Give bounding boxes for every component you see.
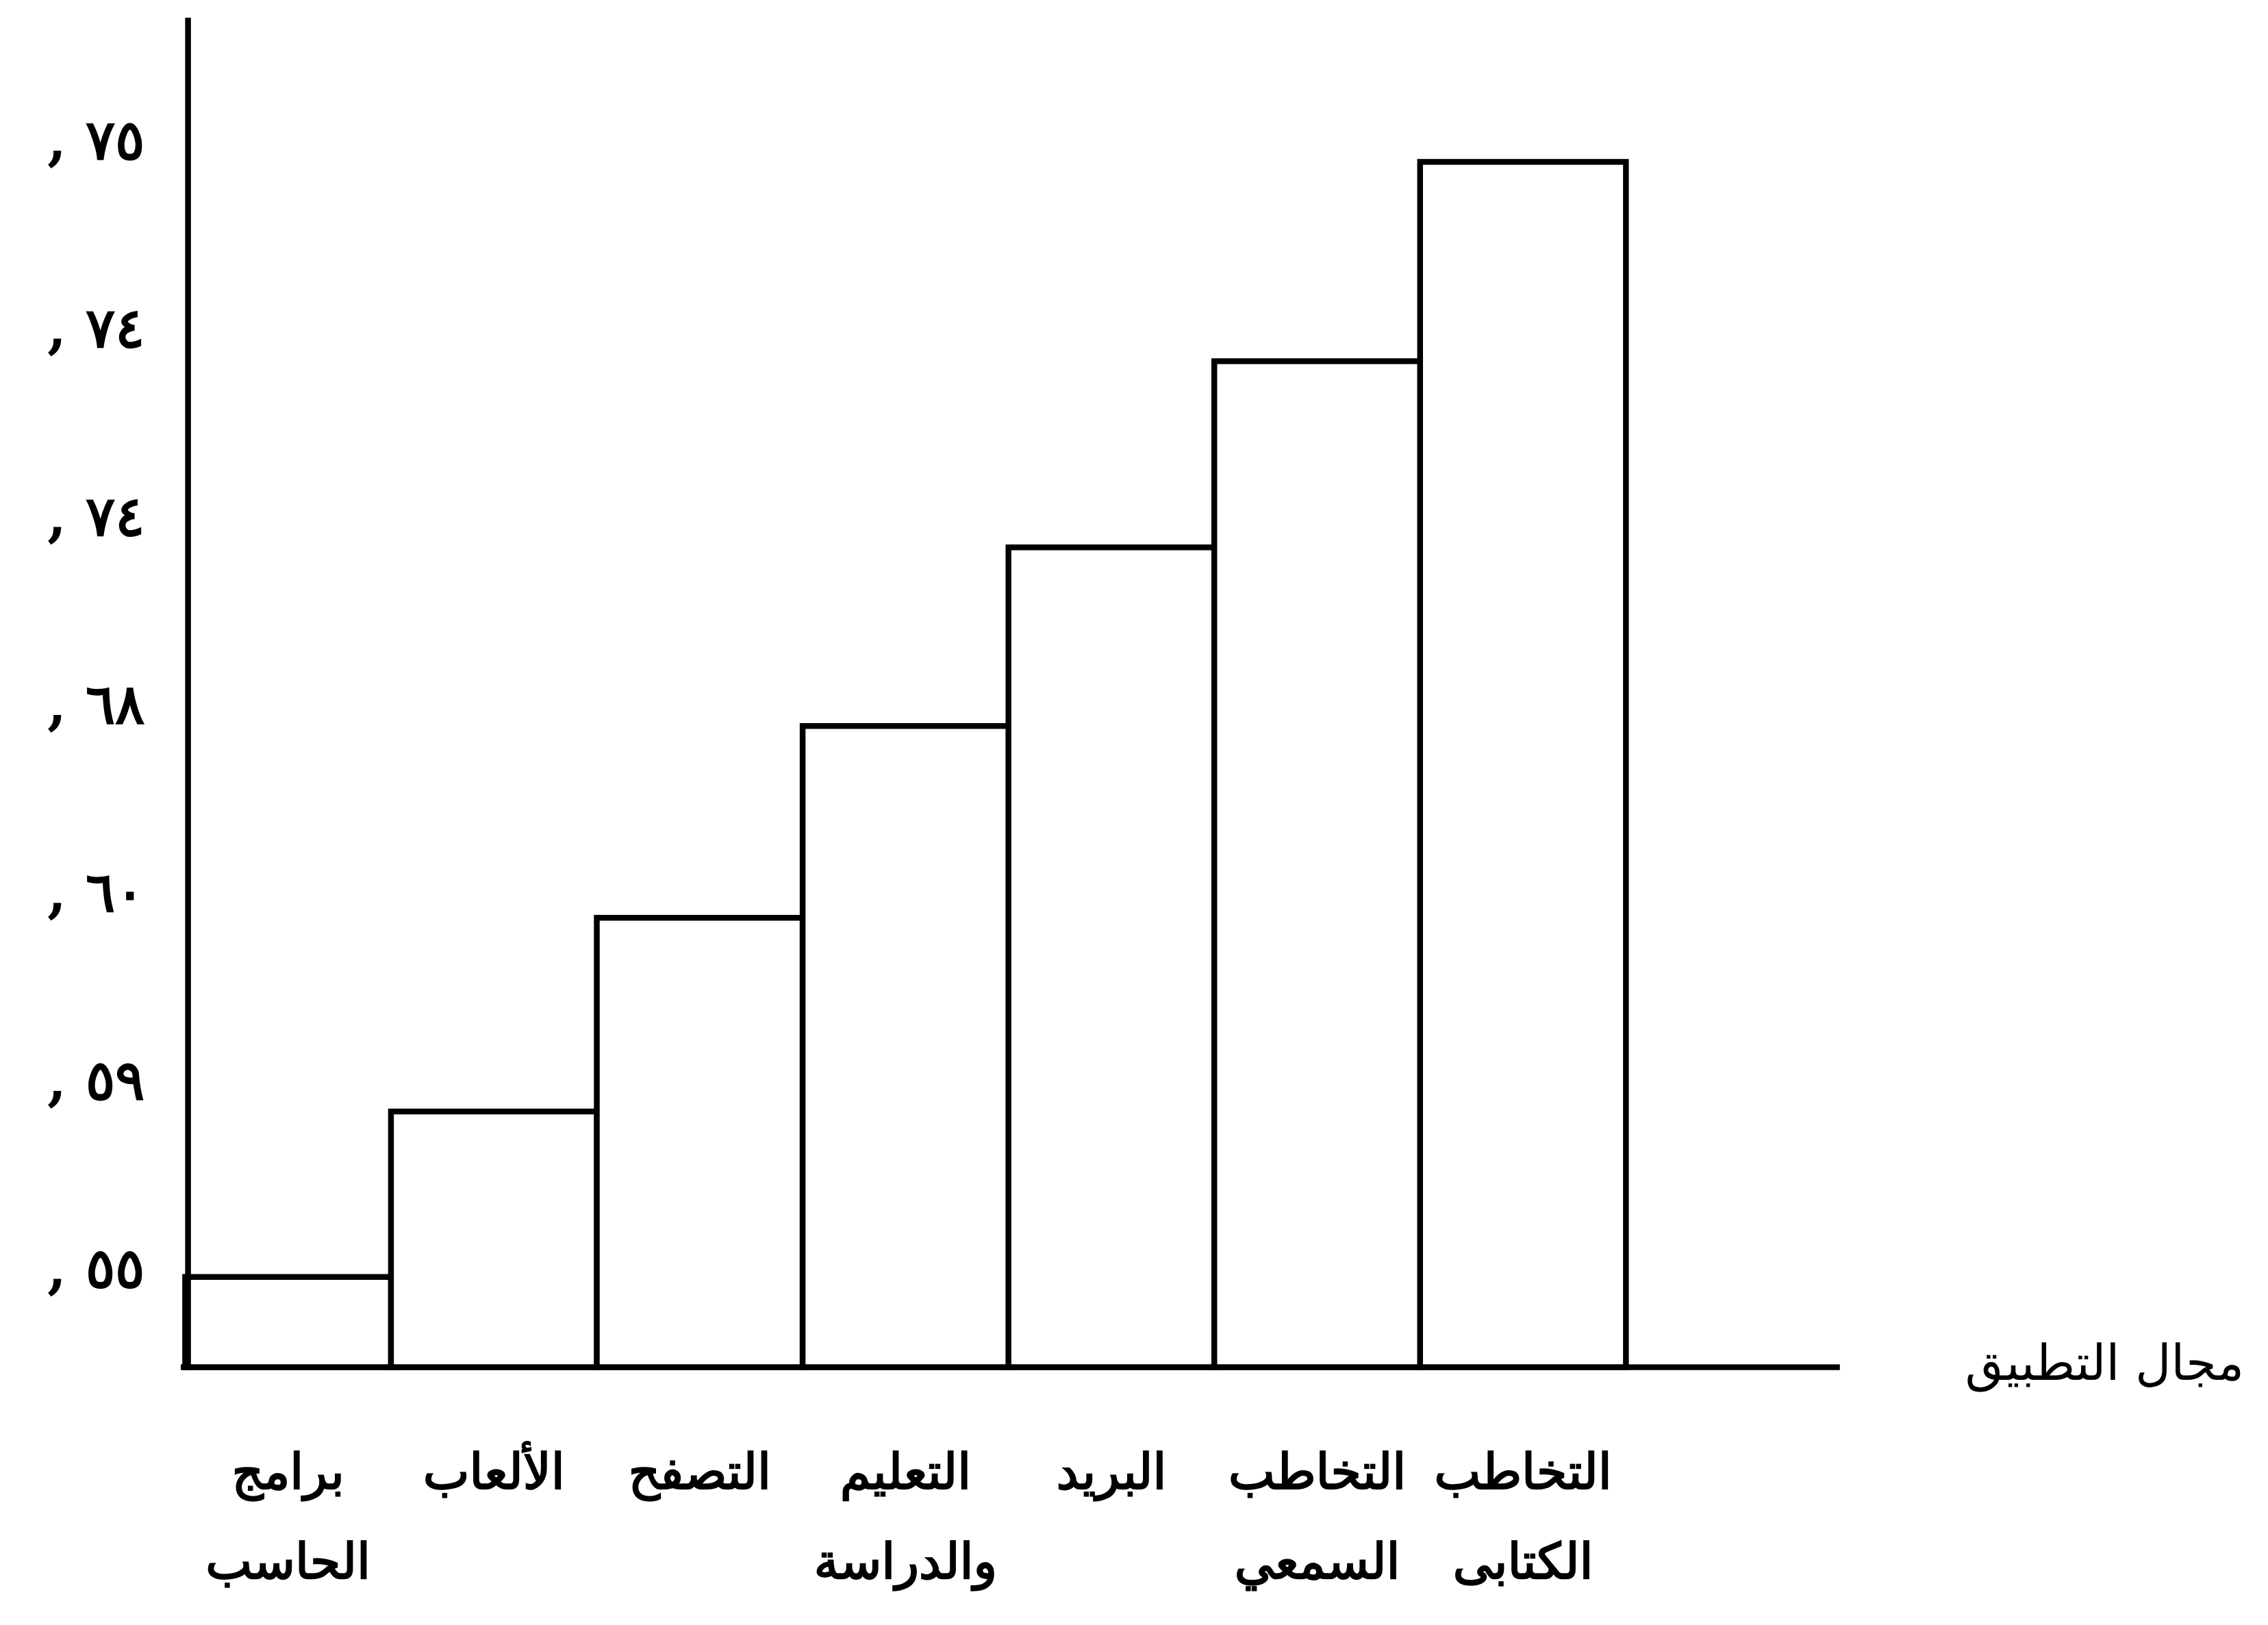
y-tick-label: , ٧٤ xyxy=(47,484,144,549)
y-tick-label: , ٦٠ xyxy=(47,860,144,924)
x-tick-label: برامج الحاسب xyxy=(205,1442,370,1589)
bar xyxy=(182,1274,394,1370)
y-tick-label: , ٧٥ xyxy=(47,108,144,173)
bar xyxy=(594,915,806,1370)
x-tick-label: التصفح xyxy=(629,1442,771,1501)
x-tick-label: التخاطب الكتابى xyxy=(1434,1442,1611,1589)
x-tick-label: التخاطب السمعي xyxy=(1228,1442,1406,1591)
bar xyxy=(388,1108,600,1370)
y-tick-label: , ٥٥ xyxy=(47,1236,144,1300)
x-tick-label: البريد xyxy=(1057,1442,1167,1501)
bar xyxy=(1005,544,1218,1370)
bar xyxy=(1211,358,1424,1370)
bar xyxy=(799,722,1011,1370)
y-tick-label: , ٧٤ xyxy=(47,296,144,360)
y-tick-label: , ٥٩ xyxy=(47,1048,144,1113)
bar xyxy=(1417,159,1629,1370)
x-tick-label: الألعاب xyxy=(423,1439,565,1500)
x-axis-title: مجال التطبيق xyxy=(1965,1334,2244,1392)
y-tick-label: , ٦٨ xyxy=(47,672,144,736)
x-tick-label: التعليم والدراسة xyxy=(814,1442,997,1591)
